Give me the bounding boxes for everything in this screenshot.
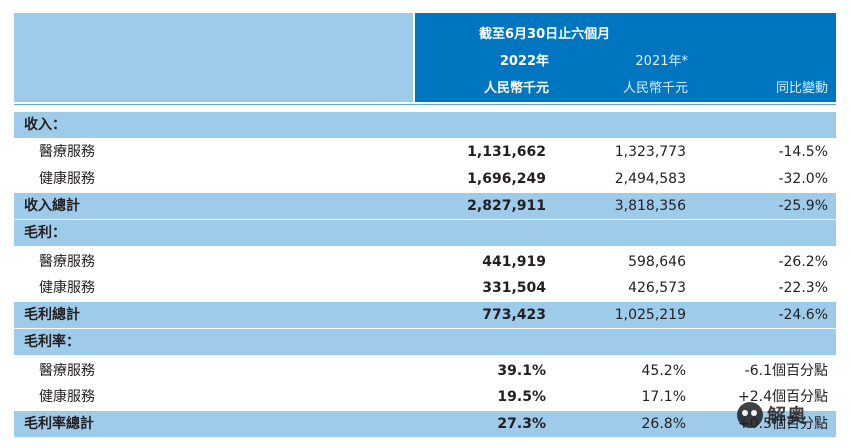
value-2022: 19.5% (497, 389, 546, 405)
value-2022: 441,919 (482, 254, 546, 270)
value-2022: 39.1% (497, 363, 546, 379)
table-row: 醫療服務 441,919 598,646 -26.2% (14, 249, 836, 275)
row-label: 健康服務 (39, 389, 95, 405)
watermark-text: 解奥 (767, 405, 808, 427)
col2-year: 2021年* (635, 54, 688, 69)
section-revenue: 收入： (14, 112, 836, 138)
value-change: -22.3% (778, 280, 828, 296)
row-label: 收入總計 (24, 198, 80, 214)
value-change: -25.9% (778, 198, 828, 214)
table-row: 健康服務 331,504 426,573 -22.3% (14, 275, 836, 301)
row-label: 醫療服務 (39, 254, 95, 270)
table-row: 健康服務 1,696,249 2,494,583 -32.0% (14, 166, 836, 192)
value-2022: 2,827,911 (467, 198, 546, 214)
col1-year: 2022年 (499, 54, 549, 69)
value-change: -26.2% (778, 254, 828, 270)
header-columns: 截至6月30日止六個月 2022年 2021年* 人民幣千元 人民幣千元 同比變… (415, 13, 836, 102)
total-revenue-row: 收入總計 2,827,911 3,818,356 -25.9% (14, 193, 836, 219)
value-2022: 331,504 (482, 280, 546, 296)
value-change: -24.6% (778, 307, 828, 323)
period-title: 截至6月30日止六個月 (479, 27, 611, 42)
watermark-logo: 解奥 (737, 395, 839, 437)
col3-label: 同比變動 (775, 81, 828, 96)
value-2021: 1,323,773 (614, 144, 686, 160)
value-2021: 26.8% (641, 416, 686, 432)
col2-unit: 人民幣千元 (622, 81, 688, 96)
total-gross-margin-row: 毛利率總計 27.3% 26.8% +0.5個百分點 (14, 411, 836, 437)
section-gross-profit: 毛利： (14, 220, 836, 246)
header-label-area (14, 13, 413, 102)
row-label: 健康服務 (39, 171, 95, 187)
header-divider (14, 104, 836, 105)
row-label: 醫療服務 (39, 144, 95, 160)
row-label: 毛利率總計 (24, 416, 94, 432)
value-2022: 1,696,249 (467, 171, 546, 187)
row-label: 健康服務 (39, 280, 95, 296)
value-change: -32.0% (778, 171, 828, 187)
value-2021: 1,025,219 (614, 307, 686, 323)
financial-table: 截至6月30日止六個月 2022年 2021年* 人民幣千元 人民幣千元 同比變… (14, 13, 836, 447)
row-label: 毛利率： (24, 334, 80, 350)
total-gross-profit-row: 毛利總計 773,423 1,025,219 -24.6% (14, 302, 836, 328)
section-gross-margin: 毛利率： (14, 329, 836, 355)
col1-unit: 人民幣千元 (483, 81, 549, 96)
value-2021: 426,573 (628, 280, 686, 296)
wechat-icon (737, 402, 763, 428)
value-2021: 598,646 (628, 254, 686, 270)
row-label: 醫療服務 (39, 363, 95, 379)
value-change: +2.4個百分點 (738, 389, 828, 405)
value-2021: 45.2% (641, 363, 686, 379)
table-row: 醫療服務 39.1% 45.2% -6.1個百分點 (14, 358, 836, 384)
value-2022: 773,423 (482, 307, 546, 323)
value-change: -6.1個百分點 (744, 363, 828, 379)
value-2021: 17.1% (641, 389, 686, 405)
value-change: -14.5% (778, 144, 828, 160)
value-2021: 3,818,356 (614, 198, 686, 214)
table-row: 醫療服務 1,131,662 1,323,773 -14.5% (14, 139, 836, 165)
value-2022: 1,131,662 (467, 144, 546, 160)
value-2021: 2,494,583 (614, 171, 686, 187)
row-label: 毛利總計 (24, 307, 80, 323)
row-label: 毛利： (24, 225, 66, 241)
value-2022: 27.3% (497, 416, 546, 432)
table-row: 健康服務 19.5% 17.1% +2.4個百分點 (14, 384, 836, 410)
row-label: 收入： (24, 117, 66, 133)
